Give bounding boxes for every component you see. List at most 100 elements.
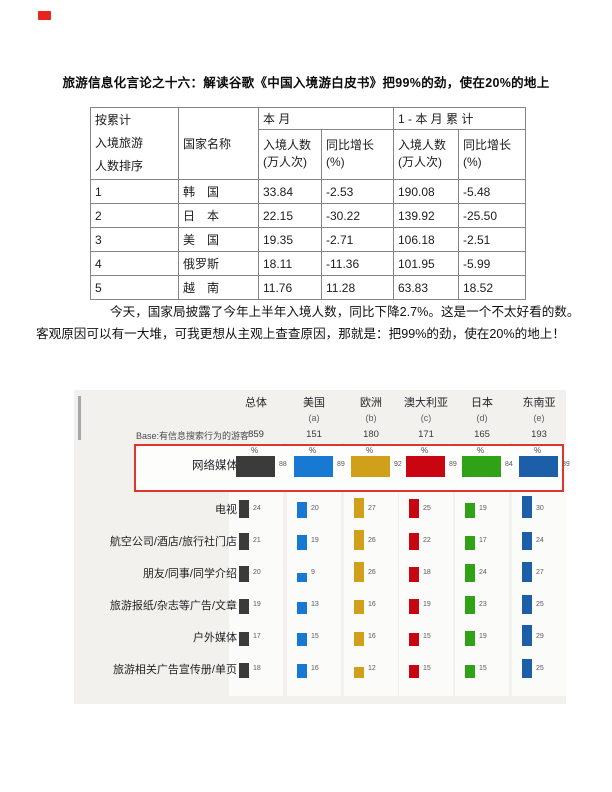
bar-value: 26 bbox=[368, 537, 376, 544]
bar bbox=[239, 632, 249, 646]
header-cum-growth: 同比增长 (%) bbox=[458, 128, 526, 181]
table-cell-rank: 2 bbox=[90, 203, 179, 228]
header-month-growth: 同比增长 (%) bbox=[321, 128, 394, 181]
chart-row-label: 网络媒体 bbox=[192, 460, 238, 472]
bar-value: 16 bbox=[368, 601, 376, 608]
media-chart: 总体 美国 欧洲 澳大利亚 日本 东南亚 (a) (b) (c) (d) (e) Base:有信息搜索… bbox=[74, 390, 570, 704]
bar-value: 19 bbox=[479, 505, 487, 512]
header-month-group: 本 月 bbox=[258, 107, 394, 130]
base-value: 859 bbox=[248, 429, 264, 440]
bar bbox=[297, 664, 307, 678]
table-cell-month_growth: -11.36 bbox=[321, 251, 394, 276]
bar-value: 17 bbox=[479, 537, 487, 544]
percent-symbol: % bbox=[366, 446, 374, 455]
bar bbox=[239, 663, 249, 678]
table-cell-month_growth: -30.22 bbox=[321, 203, 394, 228]
bar bbox=[409, 499, 419, 518]
bar bbox=[354, 498, 364, 518]
category-label: 东南亚 bbox=[522, 397, 556, 409]
arrivals-table-wrap: 按累计 入境旅游 人数排序 国家名称 本 月 1 - 本 月 累 计 入境人数 … bbox=[90, 107, 526, 300]
bar-value: 18 bbox=[423, 569, 431, 576]
header-growth-line1: 同比增长 bbox=[326, 138, 375, 153]
percent-symbol: % bbox=[534, 446, 542, 455]
percent-symbol: % bbox=[477, 446, 485, 455]
table-cell-cum_arrivals: 190.08 bbox=[393, 179, 459, 204]
table-cell-month_growth: -2.71 bbox=[321, 227, 394, 252]
header-arrivals-line1: 入境人数 bbox=[398, 138, 447, 153]
bar-value: 22 bbox=[423, 537, 431, 544]
table-cell-month_growth: -2.53 bbox=[321, 179, 394, 204]
header-rank-line1: 按累计 bbox=[95, 113, 132, 127]
bar-value: 89 bbox=[449, 461, 457, 468]
table-cell-cum_growth: -25.50 bbox=[458, 203, 526, 228]
bar bbox=[406, 456, 445, 477]
bar-value: 25 bbox=[536, 665, 544, 672]
bar bbox=[297, 535, 307, 550]
table-cell-rank: 3 bbox=[90, 227, 179, 252]
table-cell-country: 日 本 bbox=[178, 203, 259, 228]
bar-value: 20 bbox=[311, 505, 319, 512]
header-growth-line1: 同比增长 bbox=[463, 138, 512, 153]
category-label: 日本 bbox=[471, 397, 493, 409]
category-label: 欧洲 bbox=[360, 397, 382, 409]
base-value: 180 bbox=[363, 429, 379, 440]
base-label: Base:有信息搜索行为的游客 bbox=[135, 431, 249, 441]
table-cell-cum_arrivals: 63.83 bbox=[393, 275, 459, 300]
bar bbox=[522, 625, 532, 646]
bar-value: 9 bbox=[311, 569, 315, 576]
table-cell-cum_growth: -5.48 bbox=[458, 179, 526, 204]
base-value: 193 bbox=[531, 429, 547, 440]
table-cell-month_arrivals: 19.35 bbox=[258, 227, 322, 252]
bar-value: 92 bbox=[394, 461, 402, 468]
table-cell-month_arrivals: 18.11 bbox=[258, 251, 322, 276]
bar bbox=[354, 530, 364, 550]
bar bbox=[522, 595, 532, 614]
table-cell-rank: 5 bbox=[90, 275, 179, 300]
table-cell-country: 越 南 bbox=[178, 275, 259, 300]
bar bbox=[522, 562, 532, 582]
chart-row-label: 户外媒体 bbox=[193, 632, 237, 644]
bar bbox=[297, 633, 307, 646]
bar bbox=[354, 667, 364, 678]
bar-value: 26 bbox=[368, 569, 376, 576]
bar bbox=[297, 573, 307, 582]
bar bbox=[354, 600, 364, 614]
bar-value: 19 bbox=[479, 633, 487, 640]
bar bbox=[236, 456, 275, 477]
base-value: 165 bbox=[474, 429, 490, 440]
table-cell-month_arrivals: 11.76 bbox=[258, 275, 322, 300]
header-rank-line2: 入境旅游 bbox=[95, 136, 144, 150]
bar bbox=[522, 496, 532, 518]
bar-value: 30 bbox=[536, 505, 544, 512]
table-cell-rank: 1 bbox=[90, 179, 179, 204]
bar bbox=[409, 665, 419, 678]
bar bbox=[239, 566, 249, 582]
header-cumulative-group: 1 - 本 月 累 计 bbox=[393, 107, 526, 130]
chart-row-label: 航空公司/酒店/旅行社门店 bbox=[109, 536, 237, 548]
bar bbox=[522, 659, 532, 678]
bar-value: 25 bbox=[536, 601, 544, 608]
bar-value: 19 bbox=[423, 601, 431, 608]
annotation-icon[interactable] bbox=[38, 11, 51, 20]
table-cell-cum_arrivals: 101.95 bbox=[393, 251, 459, 276]
percent-symbol: % bbox=[309, 446, 317, 455]
bar-value: 84 bbox=[505, 461, 513, 468]
bar bbox=[465, 596, 475, 614]
category-letter: (a) bbox=[308, 413, 320, 423]
table-cell-country: 俄罗斯 bbox=[178, 251, 259, 276]
header-rank-line3: 人数排序 bbox=[95, 159, 144, 173]
bar-value: 24 bbox=[479, 569, 487, 576]
bar bbox=[354, 562, 364, 582]
bar bbox=[465, 564, 475, 582]
bar-value: 24 bbox=[536, 537, 544, 544]
table-cell-month_arrivals: 22.15 bbox=[258, 203, 322, 228]
bar bbox=[351, 456, 390, 477]
bar-value: 89 bbox=[337, 461, 345, 468]
category-label: 美国 bbox=[303, 397, 325, 409]
bar bbox=[465, 503, 475, 518]
chart-row-label: 旅游报纸/杂志等广告/文章 bbox=[109, 600, 237, 612]
bar bbox=[522, 532, 532, 550]
bar-value: 16 bbox=[311, 665, 319, 672]
